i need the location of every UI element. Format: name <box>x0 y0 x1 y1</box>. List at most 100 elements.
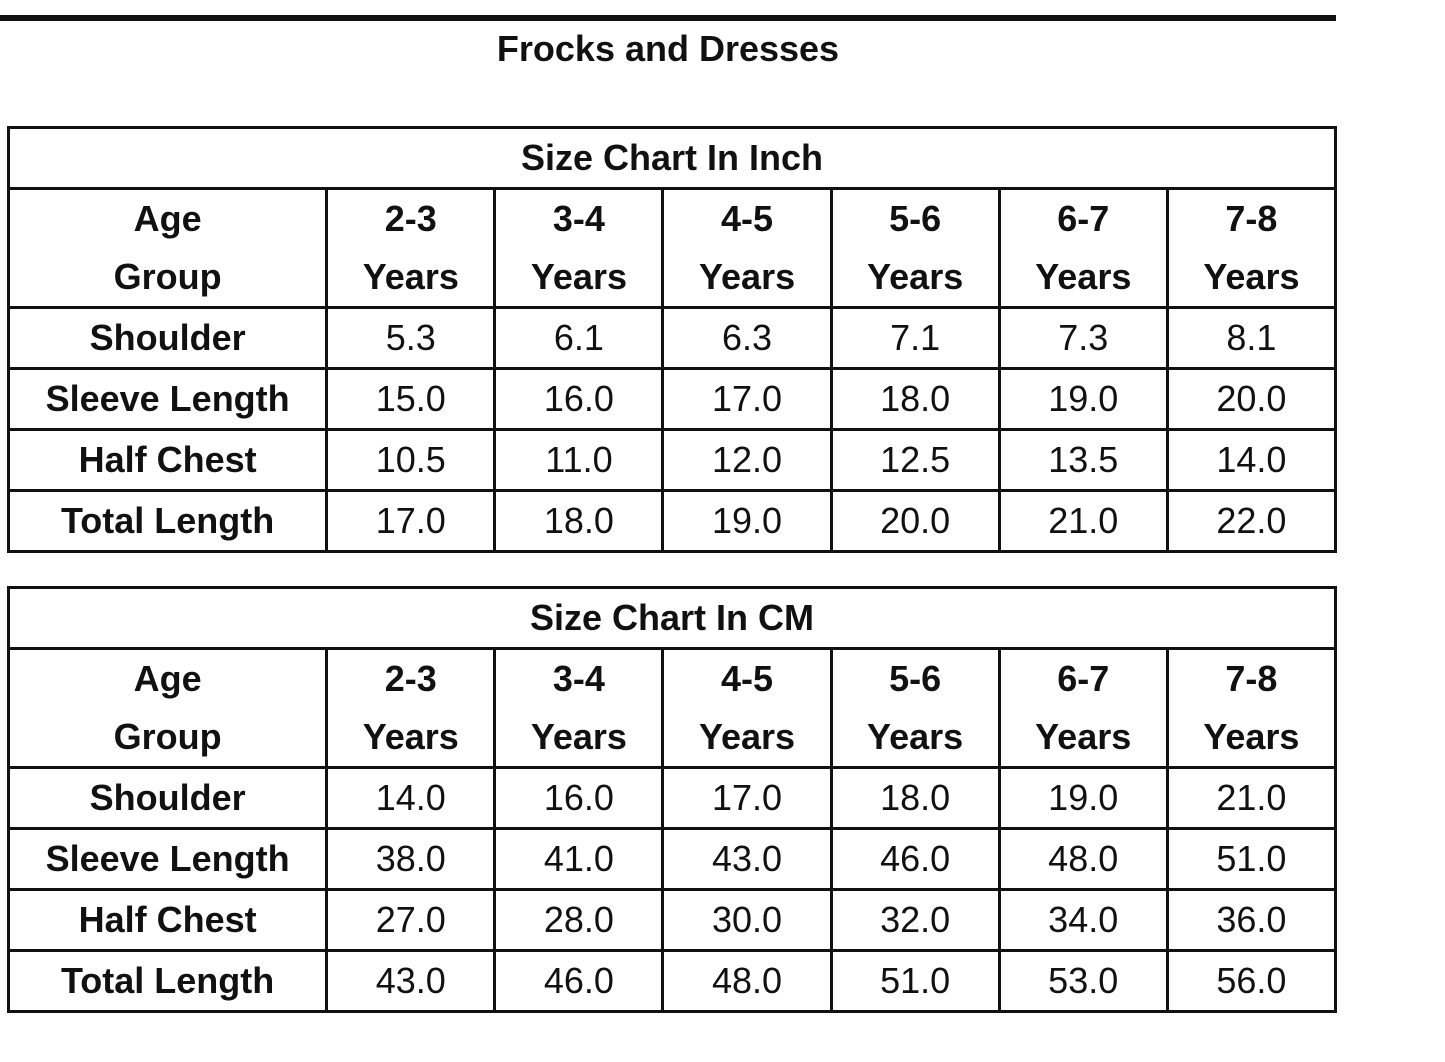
header-text: 5-6 Years <box>867 658 964 757</box>
measure-value: 16.0 <box>493 766 665 830</box>
measure-value: 17.0 <box>661 367 833 431</box>
measure-value: 5.3 <box>325 306 497 370</box>
measure-value: 16.0 <box>493 367 665 431</box>
measure-label: Sleeve Length <box>6 367 329 431</box>
age-header: 7-8 Years <box>1165 647 1338 769</box>
age-header: 6-7 Years <box>997 187 1169 309</box>
measure-value: 43.0 <box>325 949 497 1013</box>
measure-value: 7.3 <box>997 306 1169 370</box>
header-text: 4-5 Years <box>699 198 796 297</box>
measure-row: Half Chest 27.0 28.0 30.0 32.0 34.0 36.0 <box>6 888 1338 952</box>
measure-value: 19.0 <box>997 367 1169 431</box>
measure-label: Sleeve Length <box>6 827 329 891</box>
header-text: 7-8 Years <box>1203 658 1300 757</box>
row-header-title: Age Group <box>6 647 329 769</box>
size-table: Size Chart In Inch Age Group 2-3 Years 3-4 … <box>6 126 1338 553</box>
measure-value: 38.0 <box>325 827 497 891</box>
measure-label: Total Length <box>6 949 329 1013</box>
measure-row: Total Length 43.0 46.0 48.0 51.0 53.0 56.0 <box>6 949 1338 1013</box>
measure-label: Shoulder <box>6 766 329 830</box>
measure-label: Shoulder <box>6 306 329 370</box>
measure-value: 22.0 <box>1165 489 1338 553</box>
measure-value: 21.0 <box>1165 766 1338 830</box>
measure-value: 28.0 <box>493 888 665 952</box>
header-text: 6-7 Years <box>1035 658 1132 757</box>
measure-value: 18.0 <box>829 766 1001 830</box>
age-header: 2-3 Years <box>325 647 497 769</box>
measure-value: 19.0 <box>661 489 833 553</box>
header-text: 4-5 Years <box>698 658 796 757</box>
header-text: 3-4 Years <box>530 198 627 297</box>
measure-value: 6.1 <box>493 306 665 370</box>
age-header: 4-5 Years <box>661 647 833 769</box>
measure-value: 19.0 <box>997 766 1169 830</box>
age-header: 5-6 Years <box>829 647 1001 769</box>
measure-value: 17.0 <box>661 766 833 830</box>
table-caption: Size Chart In Inch <box>7 126 1337 190</box>
header-text: 5-6 Years <box>867 198 964 297</box>
header-text: 2-3 Years <box>362 658 459 757</box>
measure-value: 21.0 <box>997 489 1169 553</box>
header-text: 3-4 Years <box>530 658 627 757</box>
measure-value: 17.0 <box>325 489 497 553</box>
measure-value: 32.0 <box>829 888 1001 952</box>
measure-value: 14.0 <box>325 766 497 830</box>
row-header-title: Age Group <box>6 187 329 309</box>
measure-row: Half Chest 10.5 11.0 12.0 12.5 13.5 14.0 <box>6 428 1338 492</box>
page-title: Frocks and Dresses <box>496 28 840 69</box>
measure-value: 30.0 <box>661 888 833 952</box>
measure-value: 13.5 <box>997 428 1169 492</box>
measure-value: 46.0 <box>493 949 665 1013</box>
measure-row: Shoulder 5.3 6.1 6.3 7.1 7.3 8.1 <box>6 306 1338 370</box>
measure-value: 14.0 <box>1165 428 1338 492</box>
measure-value: 27.0 <box>325 888 497 952</box>
header-text: 7-8 Years <box>1203 198 1300 297</box>
age-header: 3-4 Years <box>493 187 665 309</box>
header-text: Age Group <box>113 198 222 297</box>
measure-label: Half Chest <box>6 428 329 492</box>
measure-value: 36.0 <box>1165 888 1338 952</box>
age-header: 2-3 Years <box>325 187 497 309</box>
header-row: Age Group 2-3 Years 3-4 Years 4-5 Years 5-6 … <box>6 187 1338 309</box>
measure-row: Shoulder 14.0 16.0 17.0 18.0 19.0 21.0 <box>6 766 1338 830</box>
measure-value: 12.0 <box>661 428 833 492</box>
header-text: 2-3 Years <box>362 198 459 297</box>
age-header: 4-5 Years <box>661 187 833 309</box>
caption-row: Size Chart In Inch <box>7 126 1337 190</box>
measure-value: 18.0 <box>493 489 665 553</box>
measure-label: Half Chest <box>6 888 329 952</box>
measure-value: 34.0 <box>997 888 1169 952</box>
measure-value: 6.3 <box>661 306 833 370</box>
measure-value: 12.5 <box>829 428 1001 492</box>
measure-value: 20.0 <box>1165 367 1338 431</box>
measure-row: Sleeve Length 38.0 41.0 43.0 46.0 48.0 51.0 <box>6 827 1338 891</box>
measure-value: 10.5 <box>325 428 497 492</box>
header-text: Age Group <box>113 658 222 757</box>
measure-value: 11.0 <box>493 428 665 492</box>
age-header: 7-8 Years <box>1165 187 1338 309</box>
header-row: Age Group 2-3 Years 3-4 Years 4-5 Years 5-6 … <box>6 647 1338 769</box>
caption-row: Size Chart In CM <box>7 586 1337 650</box>
measure-value: 53.0 <box>997 949 1169 1013</box>
measure-row: Total Length 17.0 18.0 19.0 20.0 21.0 22.0 <box>6 489 1338 553</box>
measure-value: 51.0 <box>1165 827 1338 891</box>
measure-row: Sleeve Length 15.0 16.0 17.0 18.0 19.0 20.0 <box>6 367 1338 431</box>
measure-value: 56.0 <box>1165 949 1338 1013</box>
measure-value: 41.0 <box>493 827 665 891</box>
measure-value: 20.0 <box>829 489 1001 553</box>
measure-value: 48.0 <box>997 827 1169 891</box>
measure-value: 48.0 <box>661 949 833 1013</box>
age-header: 6-7 Years <box>997 647 1169 769</box>
header-text: 6-7 Years <box>1035 198 1132 297</box>
measure-value: 46.0 <box>829 827 1001 891</box>
measure-value: 8.1 <box>1165 306 1338 370</box>
measure-value: 7.1 <box>829 306 1001 370</box>
measure-value: 15.0 <box>325 367 497 431</box>
measure-value: 18.0 <box>829 367 1001 431</box>
top-rule <box>0 15 1336 21</box>
table-caption: Size Chart In CM <box>7 586 1337 650</box>
age-header: 3-4 Years <box>493 647 665 769</box>
measure-value: 43.0 <box>661 827 833 891</box>
measure-value: 51.0 <box>829 949 1001 1013</box>
